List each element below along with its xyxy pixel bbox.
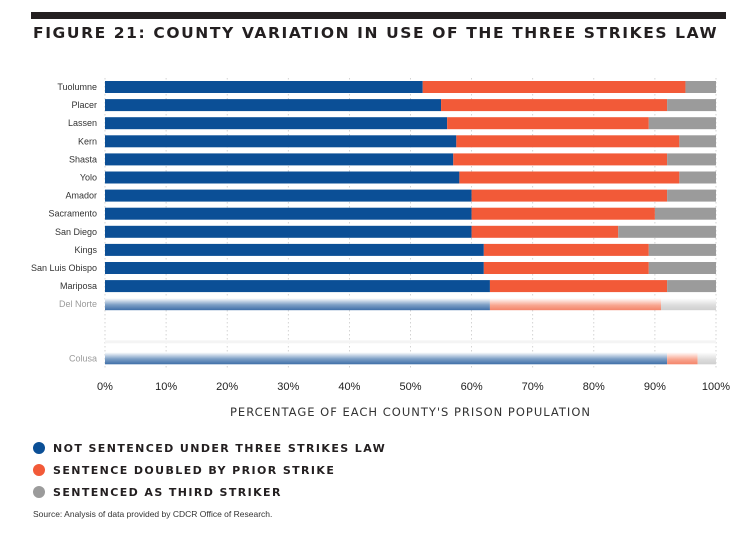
bar-third-striker: [648, 117, 716, 130]
bar-not-sentenced: [105, 189, 472, 202]
bar-not-sentenced: [105, 81, 423, 93]
bar-third-striker: [679, 171, 716, 184]
x-tick-label: 0%: [97, 381, 113, 393]
bar-doubled: [471, 225, 619, 238]
bar-third-striker: [661, 298, 716, 311]
category-label: Shasta: [69, 154, 97, 164]
bar-not-sentenced: [105, 262, 484, 274]
bar-doubled: [483, 243, 649, 256]
category-label: Kern: [78, 136, 97, 146]
category-label: San Luis Obispo: [31, 263, 97, 273]
x-tick-label: 80%: [583, 381, 605, 393]
bar-third-striker: [667, 189, 716, 202]
title-rule: [31, 12, 726, 19]
legend-label: SENTENCE DOUBLED BY PRIOR STRIKE: [53, 463, 336, 477]
bar-third-striker: [697, 352, 716, 365]
legend-item: SENTENCED AS THIRD STRIKER: [33, 481, 386, 503]
bar-third-striker: [667, 153, 716, 166]
category-label: Amador: [65, 191, 97, 201]
bar-third-striker: [648, 243, 716, 256]
bar-third-striker: [685, 81, 716, 93]
bar-not-sentenced: [105, 225, 472, 238]
figure-title: FIGURE 21: COUNTY VARIATION IN USE OF TH…: [33, 24, 719, 42]
legend-swatch-blue: [33, 442, 45, 454]
category-label: Lassen: [68, 118, 97, 128]
bar-third-striker: [654, 207, 716, 220]
legend-label: SENTENCED AS THIRD STRIKER: [53, 485, 282, 499]
x-tick-label: 90%: [644, 381, 666, 393]
bar-not-sentenced: [105, 171, 460, 184]
bar-third-striker: [667, 99, 716, 112]
legend-item: SENTENCE DOUBLED BY PRIOR STRIKE: [33, 459, 386, 481]
legend-swatch-orange: [33, 464, 45, 476]
bar-doubled: [422, 81, 686, 93]
category-label: Mariposa: [60, 281, 97, 291]
x-tick-label: 60%: [461, 381, 483, 393]
category-label: Colusa: [69, 353, 97, 363]
bar-doubled: [489, 298, 662, 311]
bar-third-striker: [618, 225, 716, 238]
bar-third-striker: [648, 262, 716, 274]
bar-not-sentenced: [105, 243, 484, 256]
bar-doubled: [456, 135, 680, 148]
stacked-bar-chart: Tuolumne Placer Lassen Kern Shasta Yolo Amador…: [31, 78, 730, 419]
x-tick-label: 30%: [277, 381, 299, 393]
category-label: Placer: [71, 100, 97, 110]
bar-doubled: [471, 189, 668, 202]
bar-doubled: [489, 280, 668, 293]
category-label: San Diego: [55, 227, 97, 237]
bar-doubled: [453, 153, 668, 166]
bar-third-striker: [667, 280, 716, 293]
category-label: Tuolumne: [57, 82, 97, 92]
x-tick-label: 70%: [522, 381, 544, 393]
legend-item: NOT SENTENCED UNDER THREE STRIKES LAW: [33, 437, 386, 459]
bar-not-sentenced: [105, 135, 457, 148]
source-note: Source: Analysis of data provided by CDC…: [33, 509, 273, 519]
bar-not-sentenced: [105, 153, 454, 166]
bar-not-sentenced: [105, 298, 490, 311]
legend-label: NOT SENTENCED UNDER THREE STRIKES LAW: [53, 441, 387, 455]
bar-doubled: [447, 117, 649, 130]
x-tick-label: 10%: [155, 381, 177, 393]
bar-not-sentenced: [105, 117, 448, 130]
x-axis-label: PERCENTAGE OF EACH COUNTY'S PRISON POPUL…: [230, 405, 591, 419]
bar-not-sentenced: [105, 99, 442, 112]
category-label: Kings: [74, 245, 97, 255]
section-divider: [105, 340, 716, 344]
bar-third-striker: [679, 135, 716, 148]
bar-not-sentenced: [105, 280, 490, 293]
bar-doubled: [459, 171, 680, 184]
x-tick-label: 50%: [399, 381, 421, 393]
x-tick-label: 100%: [702, 381, 730, 393]
category-label: Sacramento: [48, 209, 97, 219]
x-tick-label: 20%: [216, 381, 238, 393]
legend: NOT SENTENCED UNDER THREE STRIKES LAW SE…: [33, 437, 386, 503]
bar-doubled: [471, 207, 655, 220]
category-label: Del Norte: [59, 299, 97, 309]
bar-doubled: [483, 262, 649, 274]
bar-doubled: [441, 99, 668, 112]
legend-swatch-gray: [33, 486, 45, 498]
x-tick-label: 40%: [338, 381, 360, 393]
bar-not-sentenced: [105, 207, 472, 220]
category-label: Yolo: [80, 173, 97, 183]
bar-not-sentenced: [105, 352, 668, 365]
bar-doubled: [667, 352, 698, 365]
